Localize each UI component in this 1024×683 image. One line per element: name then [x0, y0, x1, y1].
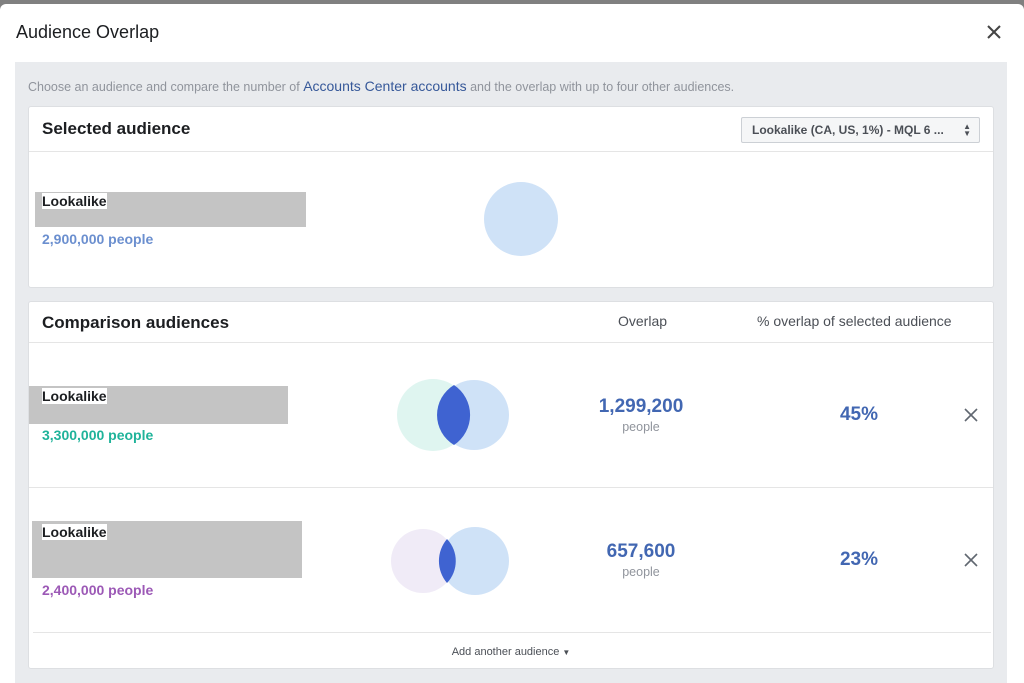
overlap-unit: people — [622, 565, 660, 579]
comparison-audiences-card: Comparison audiences Overlap % overlap o… — [28, 301, 994, 669]
divider — [29, 487, 993, 488]
add-audience-label: Add another audience — [451, 646, 560, 658]
remove-audience-icon[interactable] — [962, 551, 980, 569]
divider — [33, 632, 991, 633]
selected-audience-card: Selected audience Lookalike (CA, US, 1%)… — [28, 106, 994, 288]
comparison-audience-count: 3,300,000 people — [42, 427, 154, 443]
intro-before: Choose an audience and compare the numbe… — [28, 80, 304, 94]
overlap-count: 1,299,200 — [598, 396, 684, 417]
dialog-title: Audience Overlap — [16, 22, 160, 42]
dropdown-value: Lookalike (CA, US, 1%) - MQL 6 ... — [752, 123, 944, 137]
overlap-percent: 45% — [839, 404, 879, 425]
pct-column-header: % overlap of selected audience — [757, 313, 952, 329]
dialog-header: Audience Overlap — [0, 4, 1024, 62]
overlap-count: 657,600 — [606, 541, 676, 562]
overlap-venn-diagram — [391, 527, 509, 595]
accounts-center-link[interactable]: Accounts Center accounts — [303, 78, 467, 94]
divider — [29, 342, 993, 343]
selected-audience-name: Lookalike — [42, 193, 107, 209]
selected-audience-circle — [484, 182, 558, 256]
comparison-audience-name: Lookalike — [42, 388, 107, 404]
comparison-audience-name: Lookalike — [42, 524, 107, 540]
remove-audience-icon[interactable] — [962, 406, 980, 424]
overlap-percent: 23% — [839, 549, 879, 570]
dialog-body: Choose an audience and compare the numbe… — [15, 62, 1007, 683]
overlap-unit: people — [622, 420, 660, 434]
selected-audience-title: Selected audience — [42, 119, 191, 138]
close-icon[interactable] — [984, 22, 1004, 42]
caret-down-icon: ▼ — [562, 648, 571, 657]
selected-audience-count: 2,900,000 people — [42, 231, 154, 247]
audience-overlap-dialog: Audience Overlap Choose an audience and … — [0, 4, 1024, 683]
add-another-audience-button[interactable]: Add another audience ▼ — [29, 646, 993, 658]
intro-text: Choose an audience and compare the numbe… — [28, 78, 734, 94]
divider — [29, 151, 993, 152]
selected-audience-dropdown[interactable]: Lookalike (CA, US, 1%) - MQL 6 ... ▲ ▼ — [741, 117, 980, 143]
intro-after: and the overlap with up to four other au… — [466, 80, 735, 94]
dropdown-arrows-icon: ▲ ▼ — [963, 122, 971, 138]
comparison-audience-count: 2,400,000 people — [42, 582, 154, 598]
overlap-column-header: Overlap — [618, 313, 668, 329]
overlap-venn-diagram — [397, 379, 509, 451]
comparison-audiences-title: Comparison audiences — [42, 313, 230, 332]
